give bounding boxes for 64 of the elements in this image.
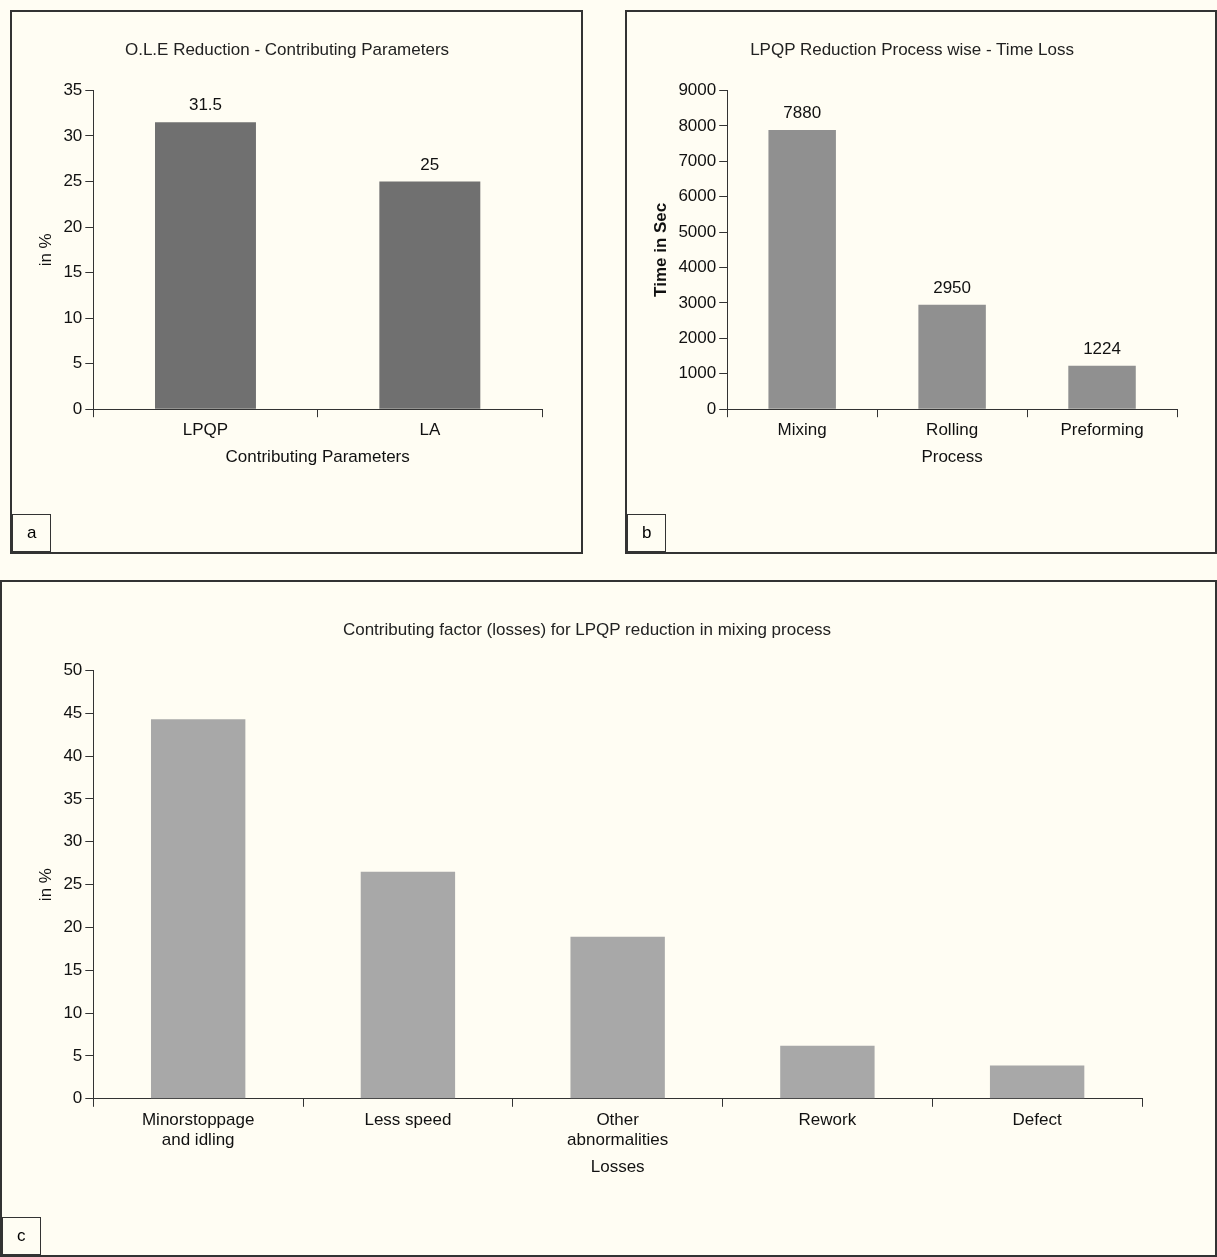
y-tick-label: 0 <box>706 398 717 418</box>
y-tick-label: 10 <box>63 307 83 327</box>
y-axis-title: Time in Sec <box>650 202 670 297</box>
data-label: 1224 <box>1083 339 1121 359</box>
y-tick-label: 10 <box>63 1002 83 1022</box>
y-tick-label: 7000 <box>678 150 717 170</box>
text: c <box>2 1217 41 1255</box>
y-tick-label: 35 <box>63 80 83 100</box>
y-tick-label: 6000 <box>678 186 717 206</box>
x-tick-label: LA <box>419 420 441 440</box>
x-axis-title: Losses <box>590 1157 645 1177</box>
data-label: 2950 <box>933 277 972 297</box>
x-axis-title: Contributing Parameters <box>225 447 410 467</box>
y-tick-label: 0 <box>72 1088 83 1108</box>
bar <box>780 1045 875 1099</box>
y-tick-label: 5000 <box>678 221 717 241</box>
x-tick-label: Preforming <box>1060 420 1144 440</box>
y-tick-label: 0 <box>72 398 83 418</box>
bar <box>150 719 246 1099</box>
y-tick-label: 9000 <box>678 80 717 100</box>
y-tick-label: 40 <box>63 745 83 765</box>
y-tick-label: 30 <box>63 831 83 851</box>
x-tick-label: Mixing <box>777 420 827 440</box>
bar <box>1068 365 1136 409</box>
x-tick-label: Rework <box>798 1109 857 1129</box>
y-tick-label: 25 <box>63 874 83 894</box>
y-axis-title: in % <box>35 868 55 902</box>
y-tick-label: 15 <box>63 262 83 282</box>
y-axis-title: in % <box>35 233 55 267</box>
y-tick-label: 45 <box>63 702 83 722</box>
chart-title: Contributing factor (losses) for LPQP reduction in mixing process <box>342 619 832 639</box>
data-label: 31.5 <box>188 95 223 115</box>
y-tick-label: 15 <box>63 959 83 979</box>
y-tick-label: 25 <box>63 171 83 191</box>
x-tick-label: Less speed <box>364 1109 452 1129</box>
bar <box>768 130 836 409</box>
x-tick-label: Rolling <box>926 420 979 440</box>
y-tick-label: 30 <box>63 125 83 145</box>
x-axis-title: Process <box>921 447 983 467</box>
bar <box>570 936 665 1099</box>
data-label: 25 <box>420 154 440 174</box>
y-tick-label: 5 <box>72 1045 83 1065</box>
y-tick-label: 20 <box>63 216 83 236</box>
y-tick-label: 8000 <box>678 115 717 135</box>
y-tick-label: 35 <box>63 788 83 808</box>
x-tick-label: Defect <box>1012 1109 1062 1129</box>
x-tick-label: LPQP <box>182 420 229 440</box>
y-tick-label: 50 <box>63 660 83 680</box>
y-tick-label: 1000 <box>678 363 717 383</box>
x-tick-label: Minorstoppage and idling <box>141 1109 255 1150</box>
text: b <box>627 514 667 552</box>
y-tick-label: 3000 <box>678 292 717 312</box>
x-tick-label: Other abnormalities <box>567 1109 669 1150</box>
y-tick-label: 5 <box>72 353 83 373</box>
data-label: 7880 <box>783 103 822 123</box>
y-tick-label: 4000 <box>678 257 717 277</box>
bar <box>989 1065 1085 1099</box>
bar <box>918 304 986 409</box>
bar <box>360 871 456 1099</box>
text: a <box>12 514 52 552</box>
y-tick-label: 2000 <box>678 328 717 348</box>
chart-title: O.L.E Reduction - Contributing Parameters <box>124 39 450 59</box>
chart-title: LPQP Reduction Process wise - Time Loss <box>750 39 1074 59</box>
y-tick-label: 20 <box>63 917 83 937</box>
